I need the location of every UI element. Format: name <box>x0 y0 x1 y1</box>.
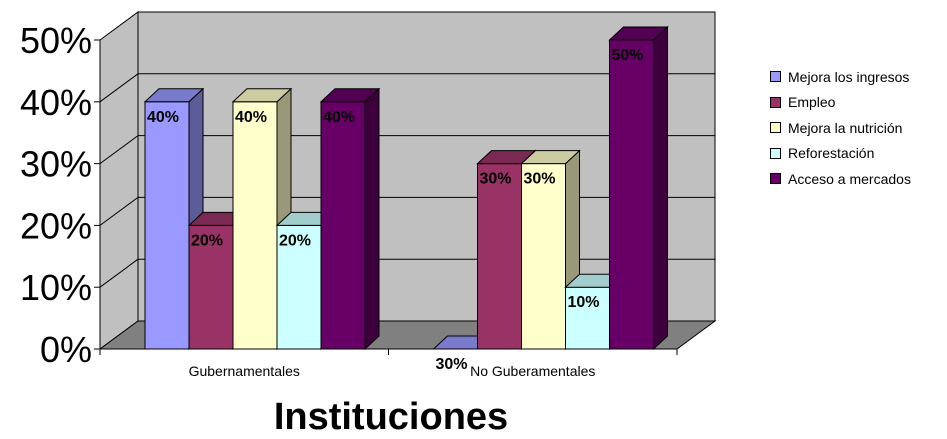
data-label: 30% <box>436 356 468 373</box>
data-label: 20% <box>191 232 223 249</box>
legend-item: Reforestación <box>770 141 911 167</box>
y-axis: 0% 10% 20% 30% 40% 50% <box>20 20 101 370</box>
data-labels: 40% 20% 40% 20% 40% 30% 30% 30% 10% 50% <box>147 47 644 373</box>
data-label: 40% <box>235 109 267 126</box>
data-label: 10% <box>568 294 600 311</box>
bar <box>608 25 669 351</box>
y-tick-label: 10% <box>20 267 92 308</box>
legend-label: Mejora la nutrición <box>788 119 903 136</box>
legend-item: Empleo <box>770 90 911 116</box>
legend-item: Mejora los ingresos <box>770 64 911 90</box>
data-label: 30% <box>524 171 556 188</box>
legend: Mejora los ingresos Empleo Mejora la nutri… <box>770 64 911 192</box>
legend-swatch <box>770 71 781 83</box>
y-tick-label: 20% <box>20 205 92 246</box>
legend-label: Mejora los ingresos <box>788 68 910 85</box>
legend-swatch <box>770 122 781 134</box>
x-tick-label: Gubernamentales <box>189 363 300 379</box>
side-wall <box>99 11 139 350</box>
legend-label: Reforestación <box>788 145 875 162</box>
bar <box>520 149 581 351</box>
y-tick-label: 0% <box>40 329 92 370</box>
data-label: 50% <box>612 47 644 64</box>
y-tick-label: 50% <box>20 20 92 61</box>
gridline-side <box>99 258 139 288</box>
bar <box>319 87 381 351</box>
legend-item: Acceso a mercados <box>770 166 911 192</box>
x-axis-title: Instituciones <box>273 396 509 438</box>
gridline-side <box>99 73 139 103</box>
y-tick-label: 40% <box>20 82 92 123</box>
gridline-side <box>99 135 139 165</box>
legend-swatch <box>770 96 781 108</box>
x-tick-label: No Guberamentales <box>470 363 595 379</box>
legend-label: Acceso a mercados <box>788 170 911 187</box>
y-tick-label: 30% <box>20 144 92 185</box>
data-label: 40% <box>147 109 179 126</box>
data-label: 30% <box>480 171 512 188</box>
x-axis: Gubernamentales No Guberamentales <box>99 348 678 379</box>
data-label: 40% <box>323 109 355 126</box>
legend-item: Mejora la nutrición <box>770 115 911 141</box>
legend-swatch <box>770 147 781 159</box>
legend-label: Empleo <box>788 94 836 111</box>
bars <box>143 25 669 351</box>
legend-swatch <box>770 173 781 185</box>
gridline-side <box>99 196 139 226</box>
data-label: 20% <box>279 232 311 249</box>
